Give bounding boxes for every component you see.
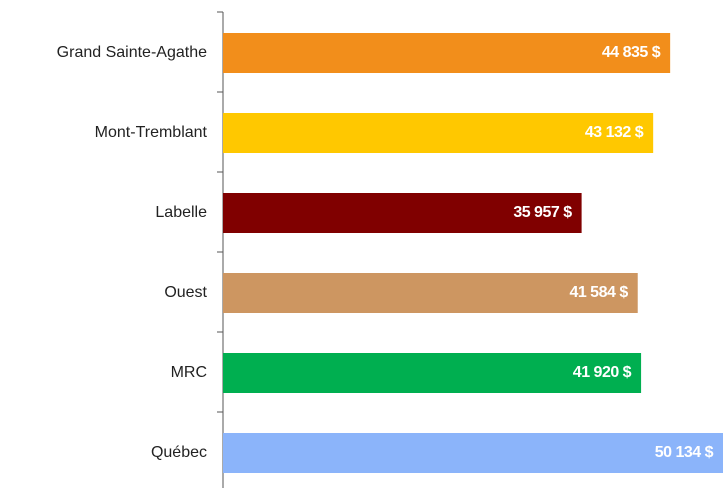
value-label: 43 132 $ — [585, 124, 644, 141]
category-label: Labelle — [155, 204, 207, 221]
bar — [223, 353, 642, 393]
category-label: Ouest — [164, 284, 207, 301]
bar — [223, 433, 723, 473]
value-label: 44 835 $ — [602, 44, 661, 61]
value-label: 41 920 $ — [573, 364, 632, 381]
value-label: 35 957 $ — [513, 204, 572, 221]
category-label: Grand Sainte-Agathe — [57, 44, 207, 61]
bar — [223, 273, 638, 313]
category-label: Mont-Tremblant — [95, 124, 208, 141]
value-label: 50 134 $ — [655, 444, 714, 461]
value-label: 41 584 $ — [569, 284, 628, 301]
bar — [223, 33, 671, 73]
category-label: Québec — [151, 444, 207, 461]
bar — [223, 113, 654, 153]
category-label: MRC — [171, 364, 207, 381]
bar — [223, 193, 582, 233]
